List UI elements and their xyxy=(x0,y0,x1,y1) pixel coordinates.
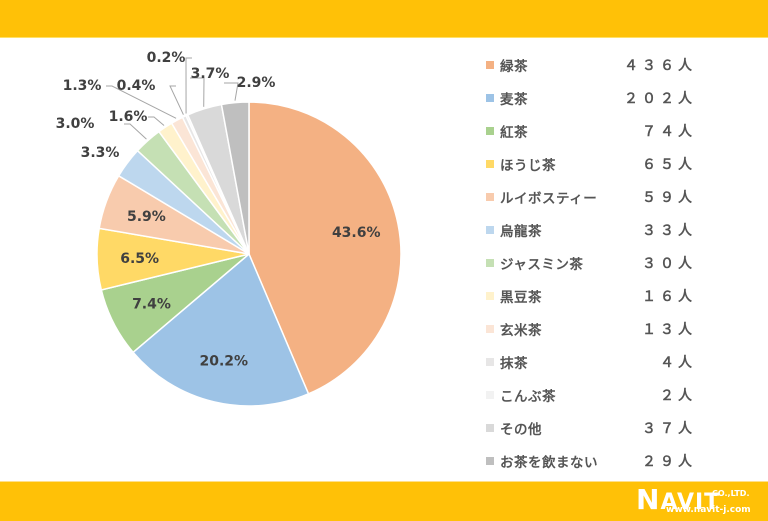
pie-slice xyxy=(248,101,402,395)
slice-percent-label: 6.5% xyxy=(120,251,159,267)
legend-swatch-icon xyxy=(486,357,494,366)
legend-count: ５９人 xyxy=(642,189,696,206)
slice-percent-label: 20.2% xyxy=(199,353,248,369)
legend-label: 抹茶 xyxy=(500,355,528,372)
leader-line xyxy=(124,123,147,140)
legend-label: こんぶ茶 xyxy=(500,388,556,405)
legend-count: ６５人 xyxy=(642,156,696,173)
pie-chart: 43.6% 20.2% 7.4% 6.5% 5.9% 3.3% 3.0% 1.6% 1.3% 0.… xyxy=(56,50,402,407)
legend-label: その他 xyxy=(500,421,542,438)
legend-label: 緑茶 xyxy=(500,58,528,75)
legend-swatch-icon xyxy=(486,192,494,201)
slice-percent-label: 3.3% xyxy=(81,145,120,161)
leader-line xyxy=(224,82,239,101)
legend-item: その他 ３７人 xyxy=(486,411,696,444)
legend-label: 烏龍茶 xyxy=(500,223,542,240)
legend-swatch-icon xyxy=(486,126,494,135)
legend-swatch-icon xyxy=(486,324,494,333)
slice-percent-label: 0.2% xyxy=(147,50,186,66)
legend-item: 緑茶 ４３６人 xyxy=(486,48,696,81)
legend-swatch-icon xyxy=(486,93,494,102)
legend-swatch-icon xyxy=(486,159,494,168)
legend: 緑茶 ４３６人麦茶 ２０２人紅茶 ７４人ほうじ茶 ６５人ルイボスティー ５９人烏龍茶 ３３人… xyxy=(486,48,696,477)
legend-label: ほうじ茶 xyxy=(500,157,556,174)
legend-swatch-icon xyxy=(486,390,494,399)
legend-count: ３０人 xyxy=(642,255,696,272)
legend-count: ３７人 xyxy=(642,420,696,437)
legend-item: ジャスミン茶 ３０人 xyxy=(486,246,696,279)
legend-item: こんぶ茶 ２人 xyxy=(486,378,696,411)
leader-line xyxy=(190,77,205,107)
legend-swatch-icon xyxy=(486,291,494,300)
legend-item: ほうじ茶 ６５人 xyxy=(486,147,696,180)
logo-suffix: CO.,LTD. xyxy=(712,489,750,498)
legend-item: 麦茶 ２０２人 xyxy=(486,81,696,114)
legend-swatch-icon xyxy=(486,225,494,234)
logo-initial: N xyxy=(636,483,661,516)
legend-swatch-icon xyxy=(486,60,494,69)
legend-count: ２０２人 xyxy=(624,90,696,107)
leader-line xyxy=(106,85,177,119)
legend-label: ルイボスティー xyxy=(500,190,598,207)
legend-item: 抹茶 ４人 xyxy=(486,345,696,378)
legend-label: 紅茶 xyxy=(500,124,528,141)
legend-count: １６人 xyxy=(642,288,696,305)
slice-percent-label: 7.4% xyxy=(132,297,171,313)
legend-item: 紅茶 ７４人 xyxy=(486,114,696,147)
slice-percent-label: 1.6% xyxy=(109,109,148,125)
legend-label: ジャスミン茶 xyxy=(500,256,584,273)
legend-label: 麦茶 xyxy=(500,91,528,108)
legend-count: ７４人 xyxy=(642,123,696,140)
legend-item: 黒豆茶 １６人 xyxy=(486,279,696,312)
legend-count: ３３人 xyxy=(642,222,696,239)
footer-bar xyxy=(0,481,768,521)
slice-percent-label: 3.7% xyxy=(191,66,230,82)
leader-line xyxy=(169,85,184,115)
slice-percent-label: 0.4% xyxy=(117,78,156,94)
slice-percent-label: 2.9% xyxy=(237,75,276,91)
slice-percent-label: 5.9% xyxy=(127,209,166,225)
legend-swatch-icon xyxy=(486,456,494,465)
pie-slice xyxy=(220,101,250,255)
legend-label: お茶を飲まない xyxy=(500,454,598,471)
legend-count: ４３６人 xyxy=(624,57,696,74)
slice-percent-label: 3.0% xyxy=(56,116,95,132)
leader-line xyxy=(148,116,165,126)
header-bar xyxy=(0,0,768,38)
legend-item: お茶を飲まない ２９人 xyxy=(486,444,696,477)
leader-line xyxy=(185,57,192,114)
legend-count: ２９人 xyxy=(642,453,696,470)
legend-count: ４人 xyxy=(660,354,696,371)
logo-name: AVIT xyxy=(660,490,721,515)
legend-item: ルイボスティー ５９人 xyxy=(486,180,696,213)
legend-swatch-icon xyxy=(486,258,494,267)
legend-item: 烏龍茶 ３３人 xyxy=(486,213,696,246)
legend-item: 玄米茶 １３人 xyxy=(486,312,696,345)
navit-logo: NAVIT CO.,LTD. www.navit-j.com xyxy=(636,483,762,517)
pie-slice xyxy=(132,252,310,407)
logo-url: www.navit-j.com xyxy=(666,505,751,515)
slice-percent-label: 1.3% xyxy=(63,78,102,94)
slice-percent-label: 43.6% xyxy=(332,225,381,241)
legend-count: ２人 xyxy=(660,387,696,404)
legend-label: 黒豆茶 xyxy=(500,289,542,306)
legend-count: １３人 xyxy=(642,321,696,338)
legend-swatch-icon xyxy=(486,423,494,432)
legend-label: 玄米茶 xyxy=(500,322,542,339)
